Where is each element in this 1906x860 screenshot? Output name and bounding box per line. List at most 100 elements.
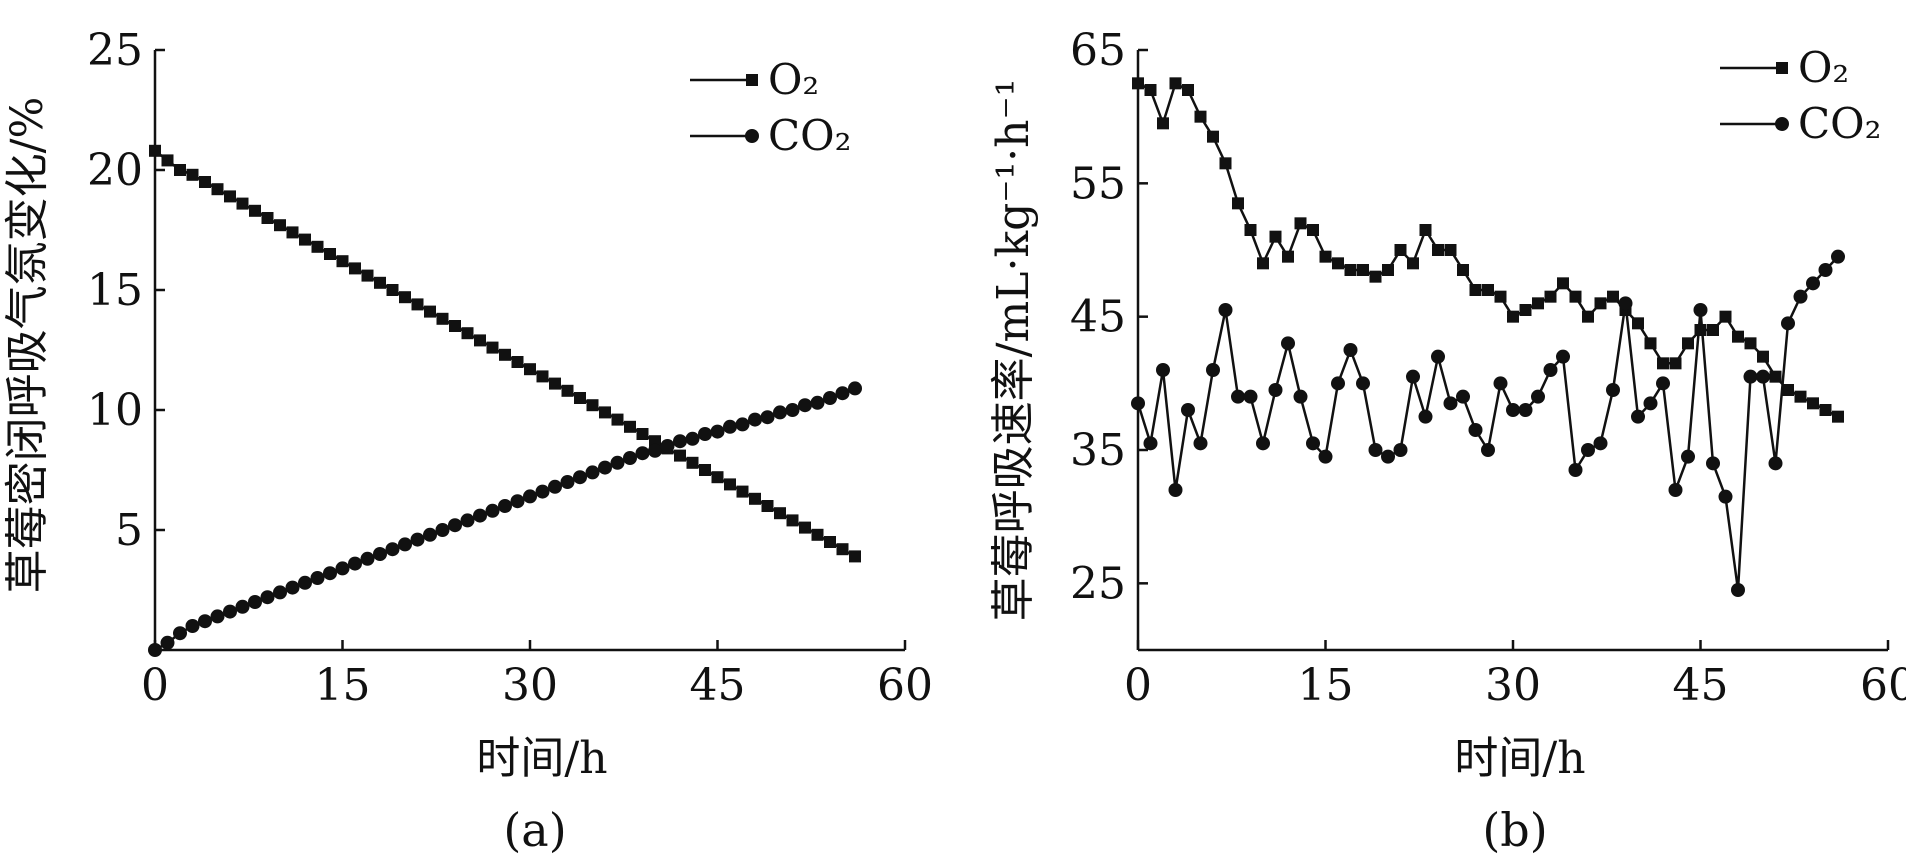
- data-point-o2: [1444, 244, 1457, 256]
- data-point-co2: [1431, 349, 1445, 364]
- panel-a-x-axis-title: 时间/h: [476, 733, 607, 784]
- data-point-co2: [285, 580, 300, 595]
- data-point-co2: [735, 417, 750, 432]
- data-point-o2: [1582, 310, 1594, 323]
- data-point-co2: [1531, 389, 1545, 404]
- x-tick-label: 45: [1673, 660, 1729, 711]
- data-point-o2: [1332, 257, 1344, 270]
- panel-a-legend: O₂ CO₂: [690, 55, 851, 160]
- data-point-o2: [1469, 284, 1482, 296]
- data-point-co2: [1193, 436, 1208, 451]
- data-point-o2: [849, 550, 861, 563]
- data-point-co2: [1381, 449, 1395, 464]
- panel-a: 0 15 30 45 60 5 10 15 20 25 O₂ CO₂ 时间/h 草莓密闭呼吸气氛变…: [2, 25, 933, 857]
- legend-marker-o2: [746, 74, 758, 86]
- data-point-co2: [1643, 396, 1658, 411]
- data-point-co2: [535, 484, 550, 499]
- data-point-co2: [1706, 456, 1720, 471]
- data-point-o2: [711, 471, 724, 484]
- data-point-o2: [1419, 224, 1432, 236]
- data-point-co2: [773, 405, 787, 420]
- y-tick-label: 10: [87, 385, 143, 436]
- data-point-co2: [185, 619, 200, 633]
- data-point-o2: [286, 226, 299, 239]
- data-point-co2: [610, 455, 625, 470]
- data-point-o2: [1594, 297, 1607, 310]
- legend-label-co2: CO₂: [1798, 99, 1881, 148]
- data-point-co2: [1593, 436, 1608, 451]
- data-point-co2: [410, 532, 425, 547]
- data-point-co2: [1618, 296, 1633, 311]
- data-point-co2: [1293, 389, 1308, 404]
- data-point-co2: [423, 527, 437, 542]
- data-point-o2: [786, 514, 799, 527]
- data-point-co2: [573, 470, 587, 485]
- data-point-o2: [1769, 370, 1782, 383]
- data-point-o2: [1269, 230, 1282, 243]
- data-point-o2: [761, 500, 774, 512]
- data-point-co2: [748, 412, 762, 427]
- data-point-o2: [461, 327, 474, 340]
- data-point-co2: [1156, 363, 1170, 377]
- data-point-o2: [436, 312, 449, 325]
- data-point-co2: [460, 513, 475, 528]
- data-point-co2: [210, 609, 225, 624]
- y-tick-label: 45: [1070, 292, 1126, 343]
- data-point-o2: [811, 528, 824, 541]
- panel-b-axes: [1136, 50, 1888, 652]
- data-point-o2: [149, 144, 161, 157]
- data-point-o2: [236, 197, 249, 210]
- data-point-co2: [373, 547, 387, 561]
- data-point-o2: [1544, 290, 1557, 303]
- data-point-co2: [1481, 443, 1495, 457]
- data-point-co2: [698, 427, 712, 441]
- data-point-co2: [1806, 276, 1820, 291]
- panel-b-legend: O₂ CO₂: [1720, 43, 1881, 148]
- data-point-co2: [1256, 436, 1270, 451]
- data-point-o2: [361, 269, 374, 282]
- data-point-o2: [799, 521, 811, 534]
- panel-b-y-axis-title: 草莓呼吸速率/mL·kg⁻¹·h⁻¹: [988, 79, 1039, 622]
- data-point-co2: [835, 386, 850, 401]
- data-point-co2: [1406, 369, 1420, 384]
- data-point-o2: [1144, 84, 1157, 96]
- data-point-o2: [599, 406, 611, 419]
- data-point-o2: [1607, 290, 1619, 303]
- panel-b-series: [1131, 77, 1845, 597]
- data-point-o2: [574, 392, 586, 404]
- data-point-o2: [736, 485, 749, 498]
- data-point-co2: [660, 439, 675, 453]
- data-point-co2: [348, 556, 362, 571]
- data-point-o2: [1682, 337, 1694, 350]
- x-tick-label: 15: [315, 660, 371, 711]
- data-point-o2: [1382, 264, 1394, 276]
- series-line-co2: [154, 387, 856, 652]
- data-point-o2: [536, 370, 549, 383]
- data-point-o2: [1344, 264, 1357, 276]
- data-point-co2: [1693, 303, 1708, 317]
- data-point-o2: [349, 262, 361, 275]
- legend-marker-o2: [1776, 62, 1788, 74]
- data-point-co2: [1793, 289, 1808, 304]
- data-point-o2: [1507, 310, 1519, 323]
- data-point-co2: [1581, 443, 1595, 457]
- data-point-o2: [174, 164, 186, 176]
- data-point-co2: [1331, 376, 1345, 391]
- data-point-o2: [674, 449, 686, 462]
- data-point-o2: [824, 536, 836, 548]
- data-point-o2: [836, 543, 849, 556]
- data-point-co2: [523, 489, 537, 504]
- data-point-o2: [399, 291, 411, 304]
- data-point-o2: [749, 492, 761, 505]
- data-point-co2: [1831, 249, 1845, 264]
- data-point-o2: [1244, 224, 1257, 236]
- data-point-co2: [173, 626, 187, 641]
- data-point-co2: [1606, 383, 1620, 397]
- data-point-o2: [1369, 270, 1382, 283]
- data-point-co2: [1368, 443, 1383, 457]
- data-point-co2: [1343, 343, 1358, 357]
- data-point-co2: [623, 451, 637, 465]
- data-point-o2: [1569, 290, 1582, 303]
- data-point-o2: [499, 348, 511, 361]
